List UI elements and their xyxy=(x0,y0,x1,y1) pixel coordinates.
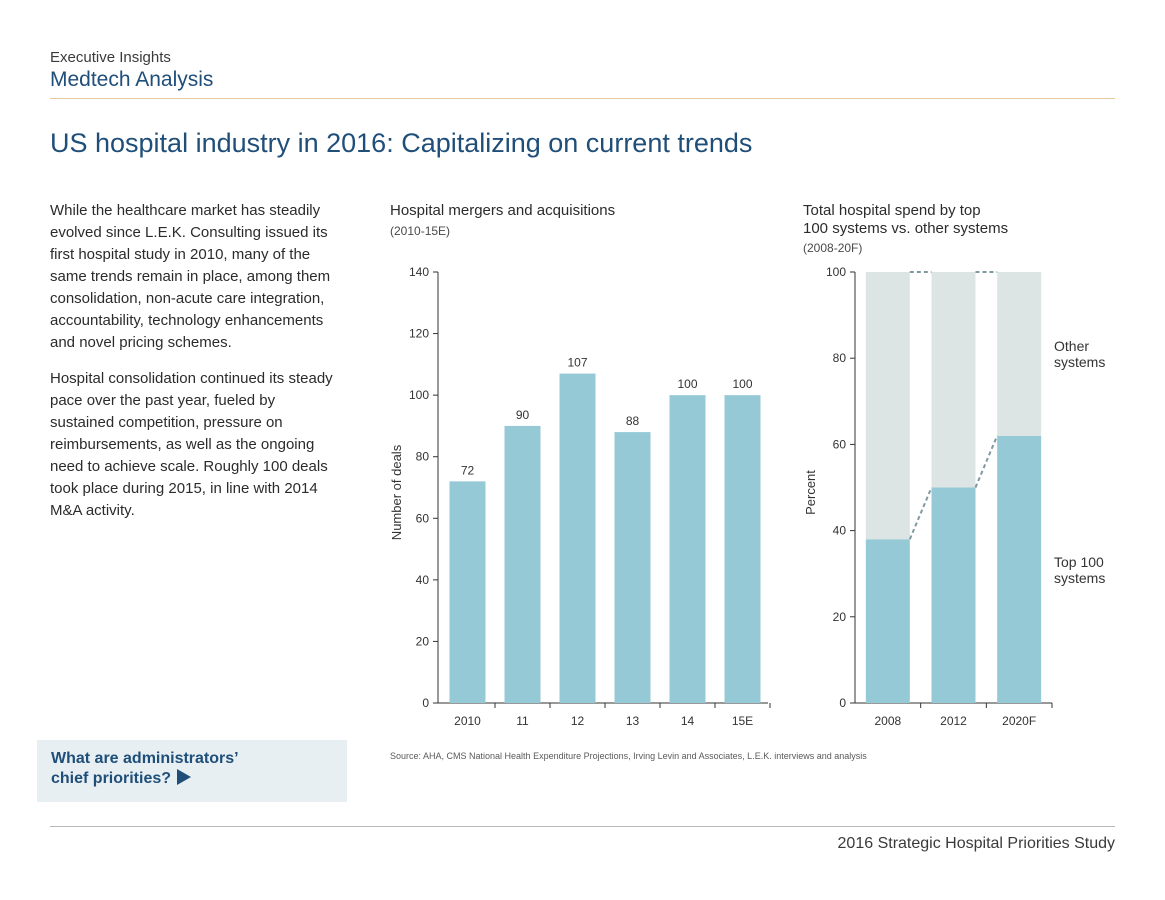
chart1-x-tick-label: 12 xyxy=(571,714,585,728)
chart1-bar xyxy=(614,432,651,703)
footer-title: 2016 Strategic Hospital Priorities Study xyxy=(837,835,1115,852)
chart1-y-tick-label: 0 xyxy=(422,696,429,710)
cta-line-2: chief priorities? xyxy=(51,770,172,787)
chart2-x-tick-label: 2012 xyxy=(940,714,967,728)
chart2-y-tick-label: 0 xyxy=(839,696,846,710)
chart2-connector-top100 xyxy=(974,435,999,488)
chart1-x-tick-label: 14 xyxy=(681,714,695,728)
chart1-subtitle: (2010-15E) xyxy=(390,224,451,238)
top-divider xyxy=(50,98,1115,99)
chart1-data-label: 88 xyxy=(626,414,640,428)
section-title: Medtech Analysis xyxy=(50,68,214,91)
chart1-bar xyxy=(669,395,706,703)
chart1-data-label: 107 xyxy=(567,356,587,370)
chart2-y-tick-label: 60 xyxy=(833,437,847,451)
cta-line-1: What are administrators’ xyxy=(51,750,239,767)
intro-paragraph-1: While the healthcare market has steadily… xyxy=(50,202,331,351)
chart2-y-tick-label: 80 xyxy=(833,351,847,365)
chart2-connector-top100 xyxy=(908,487,933,540)
chart2-y-tick-label: 100 xyxy=(826,265,846,279)
chart1-x-tick-label: 2010 xyxy=(454,714,481,728)
chart2-title-line-2: 100 systems vs. other systems xyxy=(803,220,1009,237)
chart1-y-tick-label: 40 xyxy=(416,573,430,587)
chart2-x-tick-label: 2008 xyxy=(874,714,901,728)
chart2-x-tick-label: 2020F xyxy=(1002,714,1036,728)
chart2-legend-top100-line-1: Top 100 xyxy=(1054,554,1104,570)
chart2-title: Total hospital spend by top 100 systems … xyxy=(803,202,1008,238)
page-title: US hospital industry in 2016: Capitalizi… xyxy=(50,128,753,158)
chart2-bar-other xyxy=(997,272,1042,436)
chart1-x-tick-label: 15E xyxy=(732,714,753,728)
chart1-y-tick-label: 100 xyxy=(409,388,429,402)
chart1-bar xyxy=(559,373,596,703)
chart1-bar xyxy=(724,395,761,703)
intro-text: While the healthcare market has steadily… xyxy=(50,200,340,536)
chart2-bar-top100 xyxy=(865,539,910,703)
bottom-divider xyxy=(50,826,1115,827)
chart2-y-tick-label: 20 xyxy=(833,610,847,624)
chart2-bar-other xyxy=(931,272,976,488)
chart1-y-axis-label: Number of deals xyxy=(389,444,404,540)
chart2-y-tick-label: 40 xyxy=(833,524,847,538)
priorities-cta-button[interactable]: What are administrators’ chief prioritie… xyxy=(37,740,347,802)
chart1-bar xyxy=(504,425,541,703)
chart1-y-tick-label: 120 xyxy=(409,327,429,341)
chart2-bar-top100 xyxy=(997,435,1042,703)
chart1-y-tick-label: 60 xyxy=(416,511,430,525)
chart1-x-tick-label: 11 xyxy=(516,714,529,728)
chart1-data-label: 100 xyxy=(677,377,697,391)
play-triangle-icon xyxy=(177,769,192,785)
chart1-y-tick-label: 80 xyxy=(416,450,430,464)
chart2-y-axis-label: Percent xyxy=(803,470,818,515)
chart2-subtitle: (2008-20F) xyxy=(803,241,863,255)
chart2-bar-other xyxy=(865,272,910,540)
chart2-legend-top100-line-2: systems xyxy=(1054,570,1105,586)
chart1-data-label: 100 xyxy=(732,377,752,391)
chart1-bar xyxy=(449,481,486,703)
chart2-legend-other-line-2: systems xyxy=(1054,354,1105,370)
source-note: Source: AHA, CMS National Health Expendi… xyxy=(390,751,867,761)
chart1-data-label: 72 xyxy=(461,463,475,477)
chart2-bar-top100 xyxy=(931,487,976,703)
chart1-x-tick-label: 13 xyxy=(626,714,640,728)
chart1-title: Hospital mergers and acquisitions xyxy=(390,202,616,219)
chart2-title-line-1: Total hospital spend by top xyxy=(803,202,981,219)
chart2-legend-other-line-1: Other xyxy=(1054,338,1089,354)
eyebrow: Executive Insights xyxy=(50,49,171,66)
chart1-y-tick-label: 20 xyxy=(416,634,430,648)
chart1-y-tick-label: 140 xyxy=(409,265,429,279)
chart1-data-label: 90 xyxy=(516,408,530,422)
intro-paragraph-2: Hospital consolidation continued its ste… xyxy=(50,370,333,519)
